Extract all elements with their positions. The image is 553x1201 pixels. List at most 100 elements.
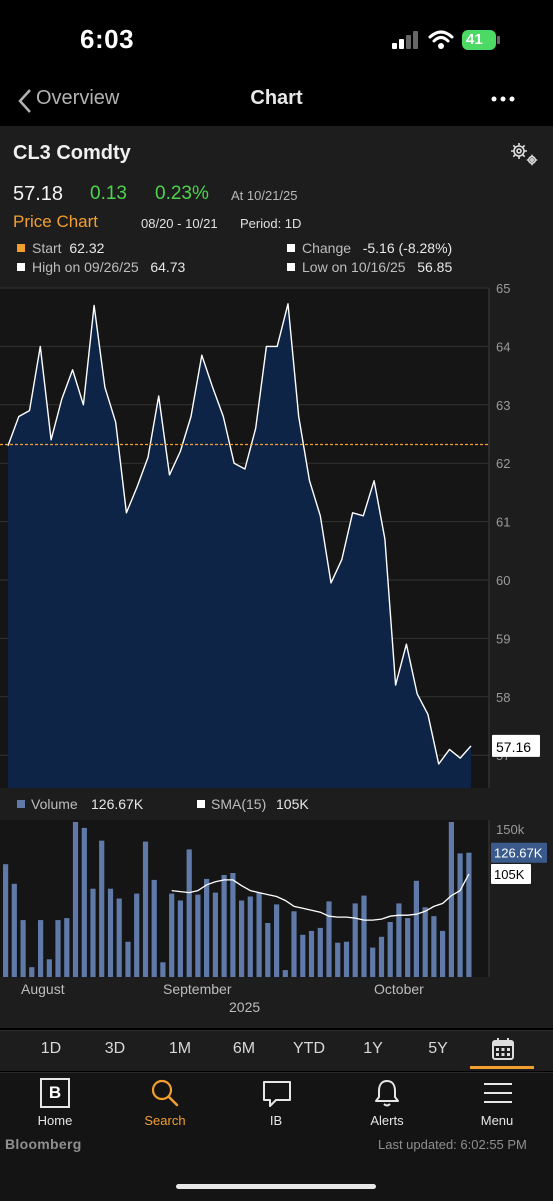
volume-bar bbox=[90, 888, 96, 977]
status-bar bbox=[0, 0, 553, 80]
status-time: 6:03 bbox=[80, 24, 135, 54]
change-marker-icon bbox=[287, 244, 295, 252]
net-change: 0.13 bbox=[90, 183, 127, 204]
timeframe-1d[interactable]: 1D bbox=[40, 1040, 62, 1057]
wifi-icon bbox=[428, 30, 454, 49]
timeframe-ytd[interactable]: YTD bbox=[293, 1040, 325, 1057]
volume-bar bbox=[317, 927, 323, 977]
volume-bar bbox=[134, 893, 140, 977]
volume-legend-swatch bbox=[17, 800, 25, 808]
calendar-icon[interactable] bbox=[491, 1037, 515, 1061]
last-updated: Last updated: 6:02:55 PM bbox=[378, 1137, 527, 1152]
volume-bar bbox=[361, 895, 367, 977]
volume-bar bbox=[29, 967, 35, 977]
volume-bar bbox=[177, 900, 183, 977]
bell-icon[interactable] bbox=[372, 1078, 402, 1108]
volume-bar bbox=[335, 942, 341, 977]
price-line bbox=[7, 303, 472, 765]
volume-bar bbox=[107, 888, 114, 977]
price-y-tick: 62 bbox=[496, 456, 510, 471]
volume-bar bbox=[378, 936, 385, 977]
stat-low-value: 56.85 bbox=[417, 259, 453, 275]
volume-bar bbox=[413, 880, 419, 977]
stat-change-label: Change bbox=[302, 240, 352, 256]
volume-bar bbox=[212, 892, 218, 977]
volume-bar bbox=[125, 941, 131, 977]
menu-icon[interactable] bbox=[483, 1081, 513, 1105]
high-marker-icon bbox=[17, 263, 25, 271]
price-y-tick: 64 bbox=[496, 339, 510, 354]
battery-icon: 41 bbox=[462, 30, 496, 50]
price-y-tick: 59 bbox=[496, 631, 510, 646]
search-icon[interactable] bbox=[150, 1078, 180, 1108]
volume-bar bbox=[230, 873, 236, 977]
x-axis-year-label: 2025 bbox=[229, 999, 260, 1015]
volume-bar bbox=[448, 822, 454, 977]
tab-search[interactable]: Search bbox=[144, 1113, 186, 1128]
bloomberg-b-icon[interactable]: B bbox=[40, 1078, 70, 1108]
price-y-tick: 58 bbox=[496, 690, 510, 705]
volume-bar bbox=[151, 879, 157, 977]
volume-bar bbox=[204, 878, 210, 977]
last-price-tag-bg bbox=[492, 734, 540, 757]
date-range[interactable]: 08/20 - 10/21 bbox=[141, 216, 218, 231]
timeframe-5y[interactable]: 5Y bbox=[428, 1040, 448, 1057]
volume-bar bbox=[99, 840, 105, 977]
brand-label: Bloomberg bbox=[5, 1136, 82, 1152]
as-of-date: At 10/21/25 bbox=[231, 188, 298, 203]
nav-bar bbox=[0, 80, 553, 126]
volume-bar bbox=[239, 900, 245, 977]
price-y-tick: 61 bbox=[496, 515, 510, 530]
period-label[interactable]: Period: 1D bbox=[240, 216, 302, 231]
last-sma-tag-bg bbox=[491, 863, 531, 884]
volume-bar bbox=[116, 898, 122, 977]
timeframe-selected-indicator bbox=[470, 1066, 534, 1069]
timeframe-1m[interactable]: 1M bbox=[168, 1040, 192, 1057]
price-y-tick: 60 bbox=[496, 573, 510, 588]
volume-bar bbox=[38, 920, 44, 977]
timeframe-3d[interactable]: 3D bbox=[104, 1040, 126, 1057]
volume-bar bbox=[291, 911, 297, 977]
back-button[interactable]: Overview bbox=[36, 87, 120, 109]
timeframe-1y[interactable]: 1Y bbox=[363, 1040, 383, 1057]
timeframe-6m[interactable]: 6M bbox=[232, 1040, 256, 1057]
chart-type-label[interactable]: Price Chart bbox=[13, 212, 99, 231]
volume-bar bbox=[186, 849, 192, 977]
volume-bar bbox=[81, 827, 87, 977]
volume-legend-label: Volume bbox=[31, 796, 78, 812]
price-area-fill bbox=[8, 303, 471, 788]
volume-bar bbox=[396, 903, 402, 977]
price-volume-chart[interactable]: 65646362616059585757.16Volume126.67KSMA(… bbox=[0, 280, 553, 1025]
tab-menu[interactable]: Menu bbox=[480, 1113, 514, 1128]
stat-start-label: Start bbox=[32, 240, 62, 256]
volume-bar bbox=[405, 918, 411, 977]
price-y-tick: 65 bbox=[496, 281, 510, 296]
tab-alerts[interactable]: Alerts bbox=[370, 1113, 404, 1128]
volume-bar bbox=[440, 930, 446, 977]
volume-bar bbox=[352, 903, 358, 977]
volume-bar bbox=[466, 852, 472, 977]
volume-bar bbox=[160, 962, 166, 977]
volume-bar bbox=[46, 959, 52, 977]
tab-home[interactable]: Home bbox=[37, 1113, 73, 1128]
volume-bar bbox=[11, 883, 17, 977]
sma-legend-swatch bbox=[197, 800, 205, 808]
stat-change: Change -5.16 (-8.28%) bbox=[287, 240, 452, 256]
chat-icon[interactable] bbox=[262, 1080, 292, 1108]
more-icon[interactable] bbox=[490, 94, 516, 104]
gear-icon[interactable] bbox=[508, 140, 540, 168]
volume-bar bbox=[195, 894, 201, 977]
chevron-left-icon[interactable] bbox=[14, 88, 40, 114]
price-y-tick: 63 bbox=[496, 398, 510, 413]
low-marker-icon bbox=[287, 263, 295, 271]
stat-high-value: 64.73 bbox=[150, 259, 186, 275]
volume-bar bbox=[343, 941, 350, 977]
volume-legend-value: 126.67K bbox=[91, 796, 144, 812]
stat-low-label: Low on 10/16/25 bbox=[302, 259, 406, 275]
volume-bar bbox=[282, 970, 288, 977]
tab-ib[interactable]: IB bbox=[269, 1113, 283, 1128]
stat-high: High on 09/26/25 64.73 bbox=[17, 259, 185, 275]
volume-bar bbox=[431, 916, 437, 977]
tab-bar bbox=[0, 1072, 553, 1201]
volume-bar bbox=[247, 896, 253, 977]
